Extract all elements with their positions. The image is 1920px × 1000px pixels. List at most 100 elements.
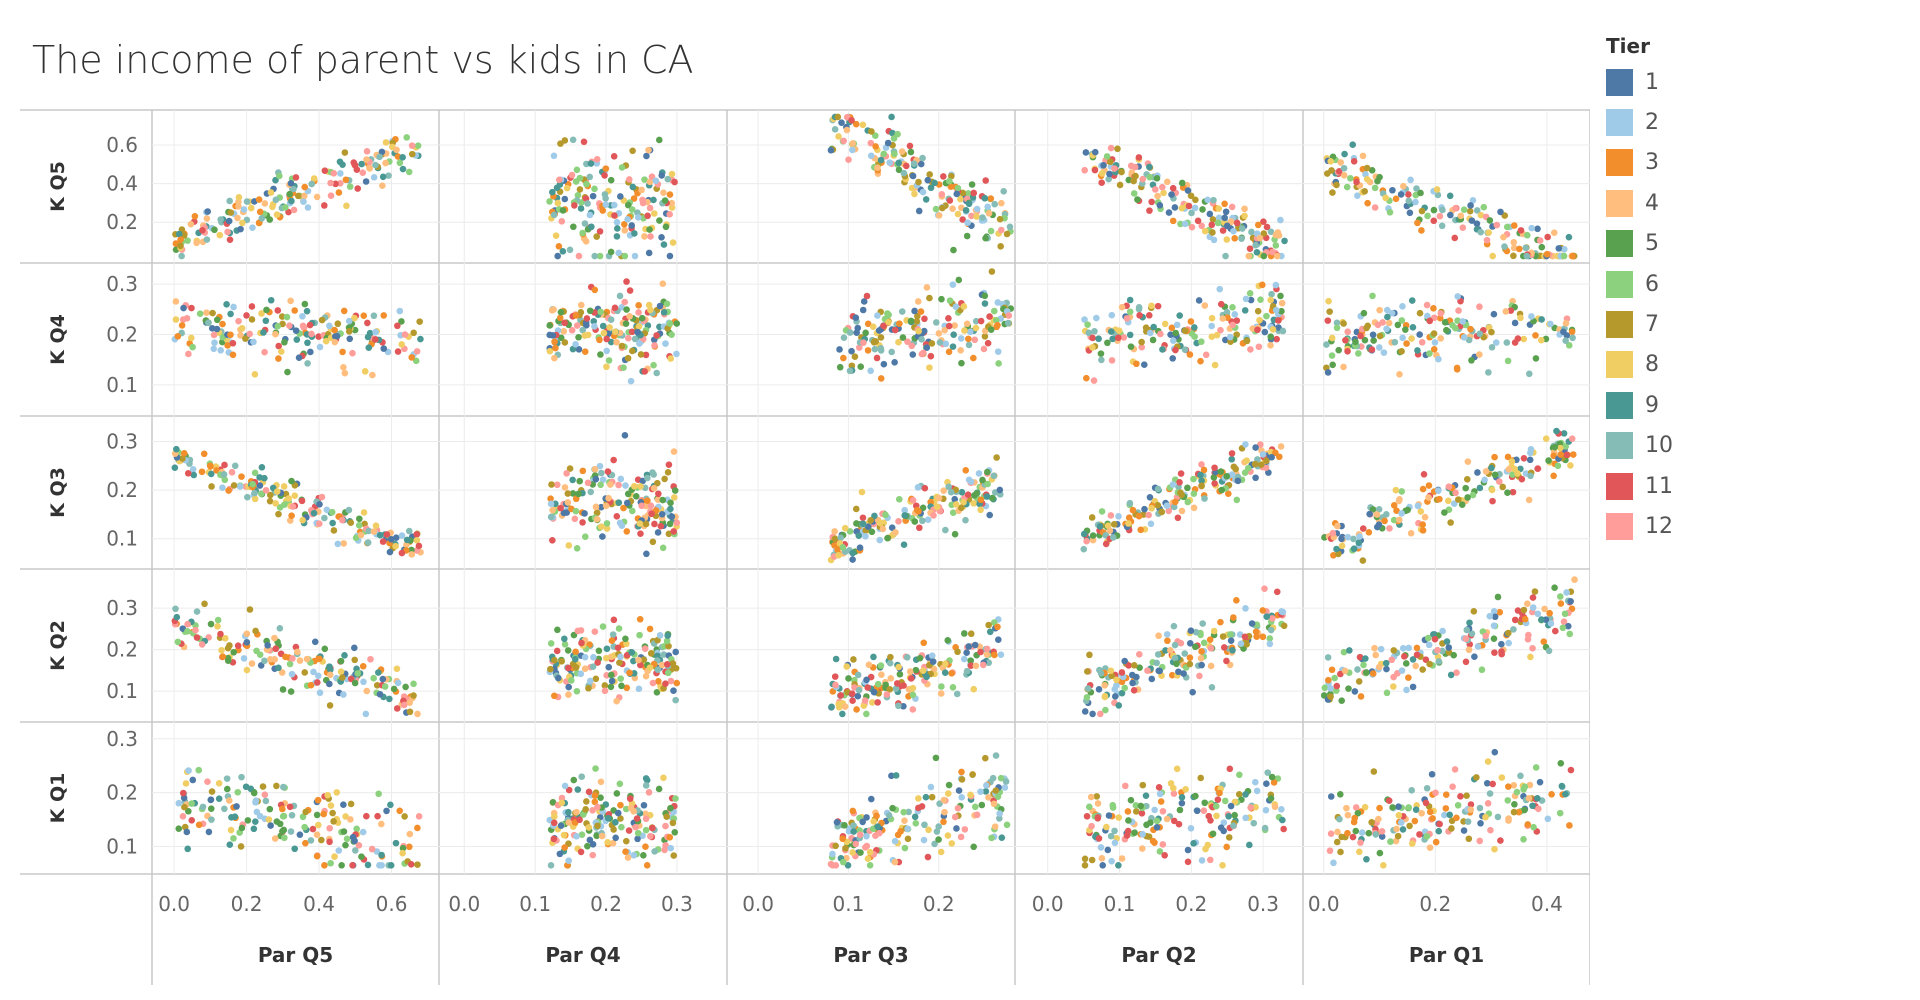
legend-label: 9 — [1645, 392, 1659, 418]
legend-item[interactable]: 10 — [1606, 426, 1673, 466]
data-point — [185, 767, 192, 774]
data-point — [895, 338, 902, 346]
data-point — [601, 191, 609, 198]
data-point — [417, 335, 424, 343]
data-point — [591, 323, 598, 330]
data-point — [1133, 360, 1140, 368]
data-point — [1123, 315, 1131, 322]
data-point — [1242, 791, 1249, 798]
data-point — [299, 813, 307, 821]
data-point — [321, 862, 328, 869]
data-point — [1323, 341, 1330, 348]
data-point — [842, 844, 849, 852]
data-point — [637, 530, 644, 537]
data-point — [561, 635, 568, 643]
data-point — [867, 139, 875, 147]
legend-item[interactable]: 6 — [1606, 264, 1673, 304]
data-point — [566, 246, 574, 254]
legend-item[interactable]: 9 — [1606, 385, 1673, 425]
data-point — [226, 642, 233, 649]
data-point — [1268, 290, 1275, 298]
data-point — [989, 774, 997, 782]
data-point — [635, 309, 642, 316]
legend-item[interactable]: 4 — [1606, 183, 1673, 223]
data-point — [630, 195, 638, 202]
data-point — [1352, 338, 1359, 346]
data-point — [172, 298, 180, 305]
data-point — [280, 483, 288, 490]
data-point — [970, 189, 978, 197]
data-point — [1515, 808, 1523, 816]
data-point — [378, 851, 385, 859]
data-point — [1194, 217, 1202, 225]
data-point — [1496, 478, 1503, 485]
y-tick-label: 0.1 — [106, 834, 138, 858]
data-point — [874, 680, 882, 688]
legend-item[interactable]: 3 — [1606, 143, 1673, 183]
data-point — [385, 172, 392, 179]
data-point — [1081, 708, 1089, 715]
data-point — [191, 212, 199, 220]
data-point — [983, 493, 991, 500]
data-point — [1376, 332, 1384, 340]
data-point — [1551, 443, 1559, 451]
data-point — [1252, 803, 1259, 811]
data-point — [1354, 192, 1361, 199]
legend-item[interactable]: 7 — [1606, 304, 1673, 344]
data-point — [649, 679, 657, 687]
data-point — [237, 225, 244, 233]
data-point — [1412, 198, 1419, 206]
data-point — [928, 340, 936, 347]
data-point — [1127, 796, 1135, 804]
legend-item[interactable]: 8 — [1606, 345, 1673, 385]
data-point — [1335, 168, 1343, 175]
data-point — [1235, 791, 1243, 798]
data-point — [179, 455, 186, 462]
data-point — [630, 851, 638, 859]
data-point — [1145, 511, 1152, 519]
data-point — [1566, 630, 1574, 638]
data-point — [1146, 493, 1154, 501]
data-point — [645, 789, 653, 796]
data-point — [393, 665, 401, 673]
legend-item[interactable]: 11 — [1606, 466, 1673, 506]
data-point — [1082, 149, 1090, 156]
data-point — [410, 329, 417, 337]
data-point — [1184, 498, 1192, 506]
data-point — [265, 816, 273, 823]
data-point — [1466, 619, 1473, 627]
data-point — [1165, 209, 1173, 216]
data-point — [1538, 616, 1545, 623]
data-point — [1393, 825, 1400, 833]
data-point — [363, 687, 371, 695]
data-point — [1324, 317, 1332, 324]
data-point — [1476, 837, 1484, 845]
data-point — [1424, 312, 1431, 320]
data-point — [941, 326, 948, 334]
data-point — [1272, 449, 1279, 457]
data-point — [1359, 152, 1367, 160]
data-point — [671, 487, 679, 494]
data-point — [1342, 336, 1349, 344]
data-point — [617, 815, 624, 822]
data-point — [226, 236, 234, 243]
data-point — [1534, 610, 1542, 618]
data-point — [1365, 529, 1373, 536]
data-point — [372, 336, 379, 343]
data-point — [572, 341, 579, 348]
legend-item[interactable]: 12 — [1606, 506, 1673, 546]
data-point — [1220, 819, 1228, 826]
data-point — [225, 217, 233, 225]
data-point — [1137, 526, 1144, 534]
data-point — [1468, 630, 1476, 637]
data-point — [275, 355, 282, 362]
data-point — [1184, 846, 1192, 854]
data-point — [563, 184, 571, 192]
data-point — [375, 669, 382, 676]
data-point — [550, 152, 558, 160]
legend-item[interactable]: 1 — [1606, 62, 1673, 102]
data-point — [1352, 804, 1360, 811]
legend-item[interactable]: 5 — [1606, 224, 1673, 264]
legend-item[interactable]: 2 — [1606, 102, 1673, 142]
y-tick-label: 0.4 — [106, 172, 138, 196]
